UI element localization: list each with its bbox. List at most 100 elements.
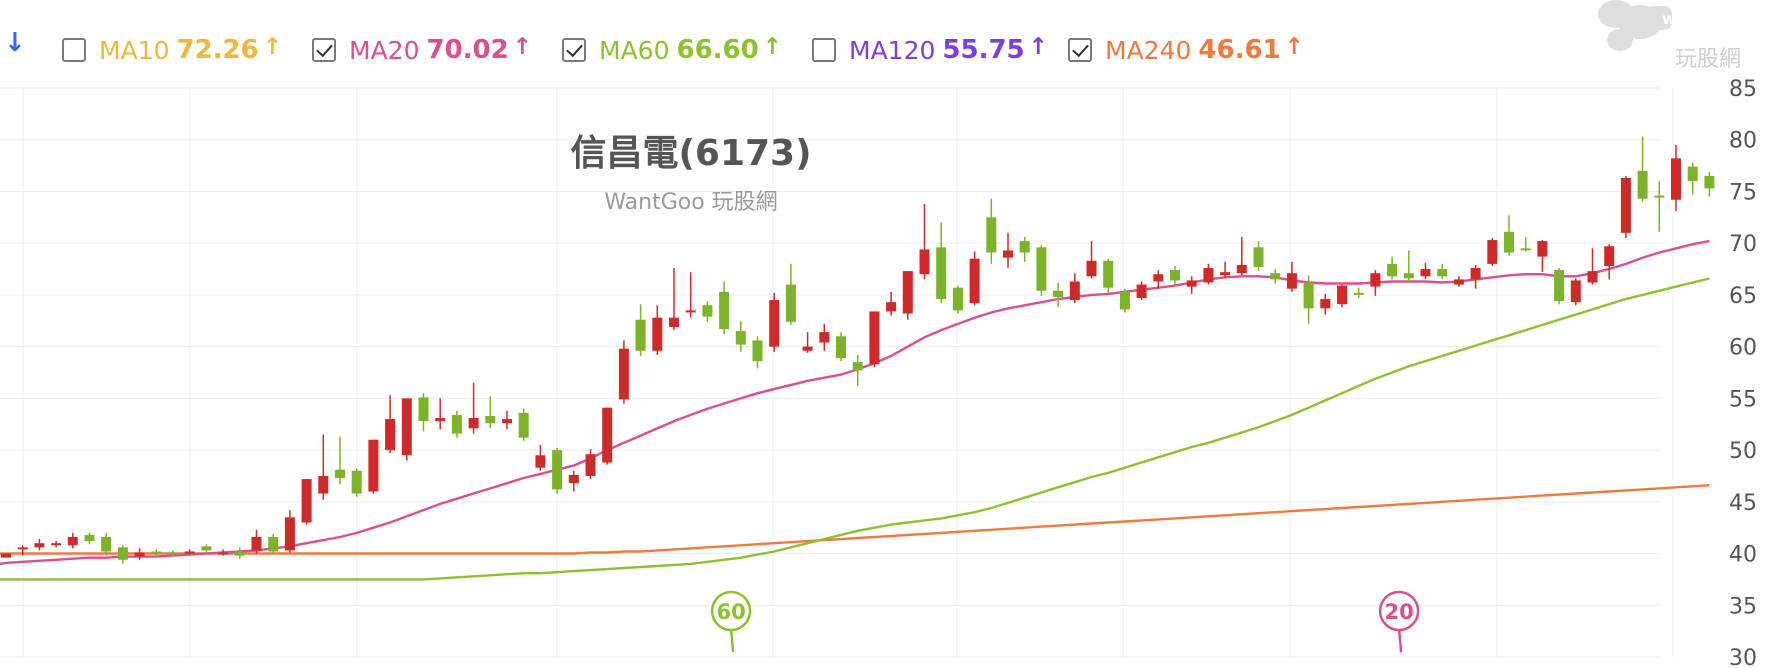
candle bbox=[1320, 293, 1331, 315]
candle-body bbox=[1337, 285, 1347, 305]
candle bbox=[34, 539, 45, 551]
candle-body bbox=[502, 419, 512, 424]
candle bbox=[535, 444, 546, 471]
candle-body bbox=[1403, 273, 1414, 279]
legend-item-ma60[interactable]: MA60 66.60 ↑ bbox=[562, 30, 782, 70]
candle-body bbox=[1119, 291, 1130, 310]
candle bbox=[1671, 144, 1681, 212]
candle bbox=[1637, 136, 1648, 202]
y-tick-label: 65 bbox=[1729, 284, 1757, 309]
candle bbox=[1069, 273, 1080, 304]
candle-body bbox=[134, 552, 145, 557]
candle bbox=[568, 470, 579, 492]
candle-body bbox=[1671, 158, 1681, 200]
candle bbox=[1654, 181, 1665, 232]
candle bbox=[451, 410, 462, 438]
candle-body bbox=[385, 419, 396, 451]
candle-body bbox=[669, 317, 679, 327]
candle bbox=[1504, 215, 1514, 256]
candle-body bbox=[852, 362, 863, 371]
candle-body bbox=[735, 331, 746, 345]
candle bbox=[1220, 261, 1231, 279]
y-tick-label: 60 bbox=[1729, 336, 1757, 361]
candle bbox=[168, 550, 178, 557]
ma10-up-arrow-icon: ↑ bbox=[262, 34, 283, 60]
ma-marker-60[interactable]: 60 bbox=[710, 590, 752, 653]
candle bbox=[1153, 270, 1164, 289]
y-tick-label: 85 bbox=[1729, 77, 1757, 102]
candle-body bbox=[635, 319, 646, 351]
wantgoo-logo: w 玩股網 bbox=[1598, 0, 1741, 72]
candle bbox=[1086, 241, 1097, 279]
y-tick-label: 40 bbox=[1729, 543, 1757, 568]
candle-body bbox=[752, 340, 763, 362]
candle bbox=[401, 398, 412, 461]
legend-item-ma10[interactable]: MA10 72.26 ↑ bbox=[62, 30, 282, 70]
candle-body bbox=[602, 407, 613, 463]
candle bbox=[1604, 244, 1615, 280]
candle-body bbox=[1470, 268, 1481, 280]
candle-body bbox=[218, 552, 229, 555]
candle bbox=[1554, 268, 1565, 305]
chart-subtitle: WantGoo 玩股網 bbox=[604, 190, 777, 215]
candle bbox=[218, 549, 229, 556]
candle bbox=[1053, 282, 1064, 308]
ma-marker-20[interactable]: 20 bbox=[1378, 590, 1420, 653]
candle bbox=[669, 268, 679, 331]
scroll-down-arrow-icon[interactable]: ↓ bbox=[4, 28, 26, 58]
logo-w-mark: w bbox=[1662, 10, 1676, 28]
candle bbox=[1570, 278, 1581, 306]
ma60-checkbox[interactable] bbox=[562, 38, 586, 62]
candle-body bbox=[1103, 260, 1114, 288]
candle-body bbox=[351, 470, 362, 494]
candle-body bbox=[702, 305, 713, 317]
ma120-value: 55.75 bbox=[942, 35, 1025, 65]
ma20-checkbox[interactable] bbox=[312, 38, 336, 62]
candle-body bbox=[886, 302, 897, 312]
candle bbox=[1437, 263, 1448, 280]
candle-body bbox=[1220, 272, 1231, 276]
ma20-value: 70.02 bbox=[426, 35, 509, 65]
candle-body bbox=[1253, 247, 1264, 267]
y-tick-label: 75 bbox=[1729, 180, 1757, 205]
marker-label: 20 bbox=[1384, 600, 1413, 624]
candle bbox=[735, 320, 746, 352]
candle bbox=[301, 479, 312, 525]
y-tick-label: 80 bbox=[1729, 129, 1757, 154]
candle-body bbox=[1554, 270, 1565, 302]
marker-circle bbox=[1378, 590, 1420, 632]
ma60-up-arrow-icon: ↑ bbox=[762, 34, 783, 60]
cow-logo-icon bbox=[1598, 0, 1672, 51]
candle-body bbox=[435, 418, 446, 422]
candle-body bbox=[969, 258, 980, 304]
ma240-value: 46.61 bbox=[1198, 35, 1281, 65]
candle bbox=[936, 222, 947, 304]
candle-body bbox=[1420, 269, 1431, 277]
legend-item-ma20[interactable]: MA20 70.02 ↑ bbox=[312, 30, 532, 70]
candle bbox=[184, 549, 195, 555]
candle-body bbox=[1537, 241, 1548, 257]
ma240-label: MA240 bbox=[1105, 35, 1192, 65]
ma120-checkbox[interactable] bbox=[812, 38, 836, 62]
candle bbox=[836, 332, 846, 362]
candle-body bbox=[785, 284, 796, 322]
candle-body bbox=[34, 543, 45, 548]
ma240-checkbox[interactable] bbox=[1068, 38, 1092, 62]
candle-body bbox=[1236, 264, 1247, 274]
candle-body bbox=[451, 414, 462, 434]
candle-body bbox=[1286, 273, 1297, 289]
legend-item-ma120[interactable]: MA120 55.75 ↑ bbox=[812, 30, 1048, 70]
ma20-line bbox=[0, 239, 1710, 566]
candle bbox=[552, 448, 563, 494]
candle bbox=[351, 468, 362, 497]
logo-text: 玩股網 bbox=[1675, 47, 1741, 72]
candle bbox=[852, 354, 863, 386]
candle bbox=[318, 434, 329, 500]
ma10-checkbox[interactable] bbox=[62, 38, 86, 62]
candle bbox=[785, 263, 796, 325]
ma-legend: MA10 72.26 ↑ MA20 70.02 ↑ MA60 66.60 ↑ M… bbox=[0, 22, 1560, 78]
legend-item-ma240[interactable]: MA240 46.61 ↑ bbox=[1068, 30, 1304, 70]
candle bbox=[1170, 265, 1180, 286]
candle bbox=[919, 203, 930, 280]
